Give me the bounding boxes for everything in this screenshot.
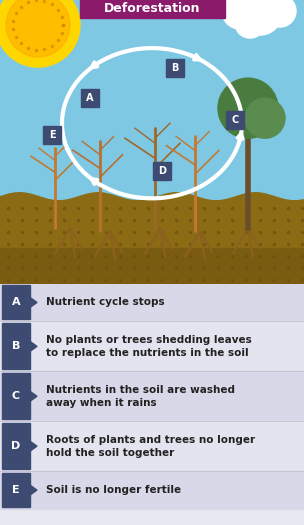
Bar <box>81 89 99 107</box>
Bar <box>226 111 244 129</box>
Circle shape <box>238 0 282 35</box>
Circle shape <box>0 0 80 67</box>
Bar <box>43 126 61 144</box>
Bar <box>2 473 30 507</box>
Circle shape <box>235 8 265 38</box>
Polygon shape <box>30 485 37 495</box>
Text: Roots of plants and trees no longer
hold the soil together: Roots of plants and trees no longer hold… <box>46 435 255 458</box>
Text: D: D <box>158 166 166 176</box>
Bar <box>153 162 171 180</box>
Bar <box>2 323 30 369</box>
Text: Soil is no longer fertile: Soil is no longer fertile <box>46 485 181 495</box>
Text: Deforestation: Deforestation <box>104 2 200 15</box>
Polygon shape <box>30 391 37 401</box>
Bar <box>0 371 304 421</box>
Bar <box>2 373 30 419</box>
Text: B: B <box>171 63 179 73</box>
Bar <box>0 0 304 224</box>
Polygon shape <box>30 298 37 308</box>
Text: E: E <box>49 130 55 140</box>
Text: Nutrient cycle stops: Nutrient cycle stops <box>46 298 165 308</box>
Circle shape <box>264 0 296 27</box>
Text: D: D <box>11 441 21 451</box>
Bar <box>0 321 304 371</box>
Circle shape <box>222 0 258 29</box>
Text: A: A <box>12 298 20 308</box>
Polygon shape <box>30 441 37 451</box>
Text: B: B <box>12 341 20 351</box>
Text: E: E <box>12 485 20 495</box>
Bar <box>2 423 30 469</box>
Bar <box>80 0 225 18</box>
Bar <box>0 284 304 321</box>
Text: Nutrients in the soil are washed
away when it rains: Nutrients in the soil are washed away wh… <box>46 385 235 408</box>
Text: C: C <box>12 391 20 401</box>
Bar <box>0 471 304 509</box>
Bar <box>0 193 304 254</box>
Bar <box>2 286 30 319</box>
Bar <box>0 244 304 284</box>
Bar <box>0 421 304 471</box>
Circle shape <box>245 98 285 138</box>
Bar <box>166 59 184 77</box>
Circle shape <box>6 0 70 57</box>
Text: No plants or trees shedding leaves
to replace the nutrients in the soil: No plants or trees shedding leaves to re… <box>46 335 252 358</box>
Polygon shape <box>30 341 37 351</box>
Text: C: C <box>231 115 239 125</box>
Text: A: A <box>86 93 94 103</box>
Circle shape <box>218 78 278 138</box>
